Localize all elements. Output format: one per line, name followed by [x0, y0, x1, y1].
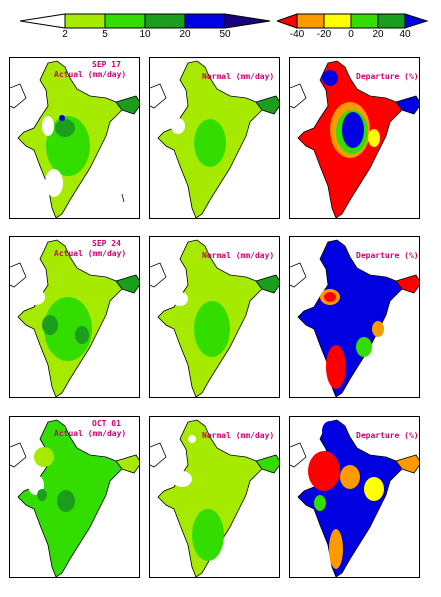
actual-rainfall-map-oct01: OCT 01 Actual (mm/day)	[9, 416, 140, 578]
departure-tick: 20	[372, 29, 384, 40]
india-map	[150, 60, 279, 218]
rainfall-colorbar-bin	[104, 13, 146, 29]
normal-rainfall-map-sep24: Normal (mm/day)	[149, 236, 280, 398]
rainfall-tick: 5	[102, 29, 108, 40]
panel-title: Normal (mm/day)	[202, 251, 275, 260]
india-map	[290, 239, 419, 397]
india-map	[150, 419, 279, 577]
india-map	[10, 60, 139, 218]
india-map	[150, 239, 279, 397]
panel-title: Departure (%)	[356, 431, 419, 440]
departure-map-sep24: Departure (%)	[289, 236, 420, 398]
india-landmass	[297, 419, 403, 577]
normal-rainfall-map-oct01: Normal (mm/day)	[149, 416, 280, 578]
actual-rainfall-map-sep17: SEP 17 Actual (mm/day)	[9, 57, 140, 219]
departure-colorbar	[277, 13, 429, 29]
rainfall-colorbar-bin	[144, 13, 186, 29]
panel-date-label: OCT 01	[92, 419, 121, 428]
departure-tick: 0	[348, 29, 354, 40]
india-map	[10, 419, 139, 577]
departure-colorbar-bin	[377, 13, 406, 29]
rainfall-colorbar	[20, 13, 271, 29]
departure-colorbar-bin	[350, 13, 379, 29]
india-landmass	[297, 239, 403, 397]
departure-map-sep17: Departure (%)	[289, 57, 420, 219]
departure-tick: 40	[399, 29, 411, 40]
panel-title: Departure (%)	[356, 72, 419, 81]
panel-title: Departure (%)	[356, 251, 419, 260]
rainfall-tick: 2	[62, 29, 68, 40]
india-map	[10, 239, 139, 397]
panel-date-label: SEP 17	[92, 60, 121, 69]
rainfall-tick: 20	[179, 29, 191, 40]
departure-colorbar-bin	[323, 13, 352, 29]
departure-colorbar-high-arrow	[404, 13, 429, 29]
rainfall-colorbar-bin	[184, 13, 226, 29]
rainfall-tick: 10	[139, 29, 151, 40]
rainfall-tick: 50	[219, 29, 231, 40]
panel-title: Actual (mm/day)	[54, 70, 127, 79]
actual-rainfall-map-sep24: SEP 24 Actual (mm/day)	[9, 236, 140, 398]
departure-tick: -20	[316, 29, 332, 40]
departure-colorbar-low-arrow	[277, 13, 298, 29]
departure-colorbar-bin	[296, 13, 325, 29]
rainfall-colorbar-high-arrow	[224, 13, 271, 29]
normal-rainfall-map-sep17: Normal (mm/day)	[149, 57, 280, 219]
panel-title: Actual (mm/day)	[54, 249, 127, 258]
departure-tick: -40	[289, 29, 305, 40]
departure-map-oct01: Departure (%)	[289, 416, 420, 578]
panel-title: Normal (mm/day)	[202, 431, 275, 440]
panel-title: Actual (mm/day)	[54, 429, 127, 438]
india-map	[290, 60, 419, 218]
panel-date-label: SEP 24	[92, 239, 121, 248]
rainfall-colorbar-low-arrow	[20, 13, 66, 29]
rainfall-colorbar-bin	[64, 13, 106, 29]
india-map	[290, 419, 419, 577]
panel-title: Normal (mm/day)	[202, 72, 275, 81]
